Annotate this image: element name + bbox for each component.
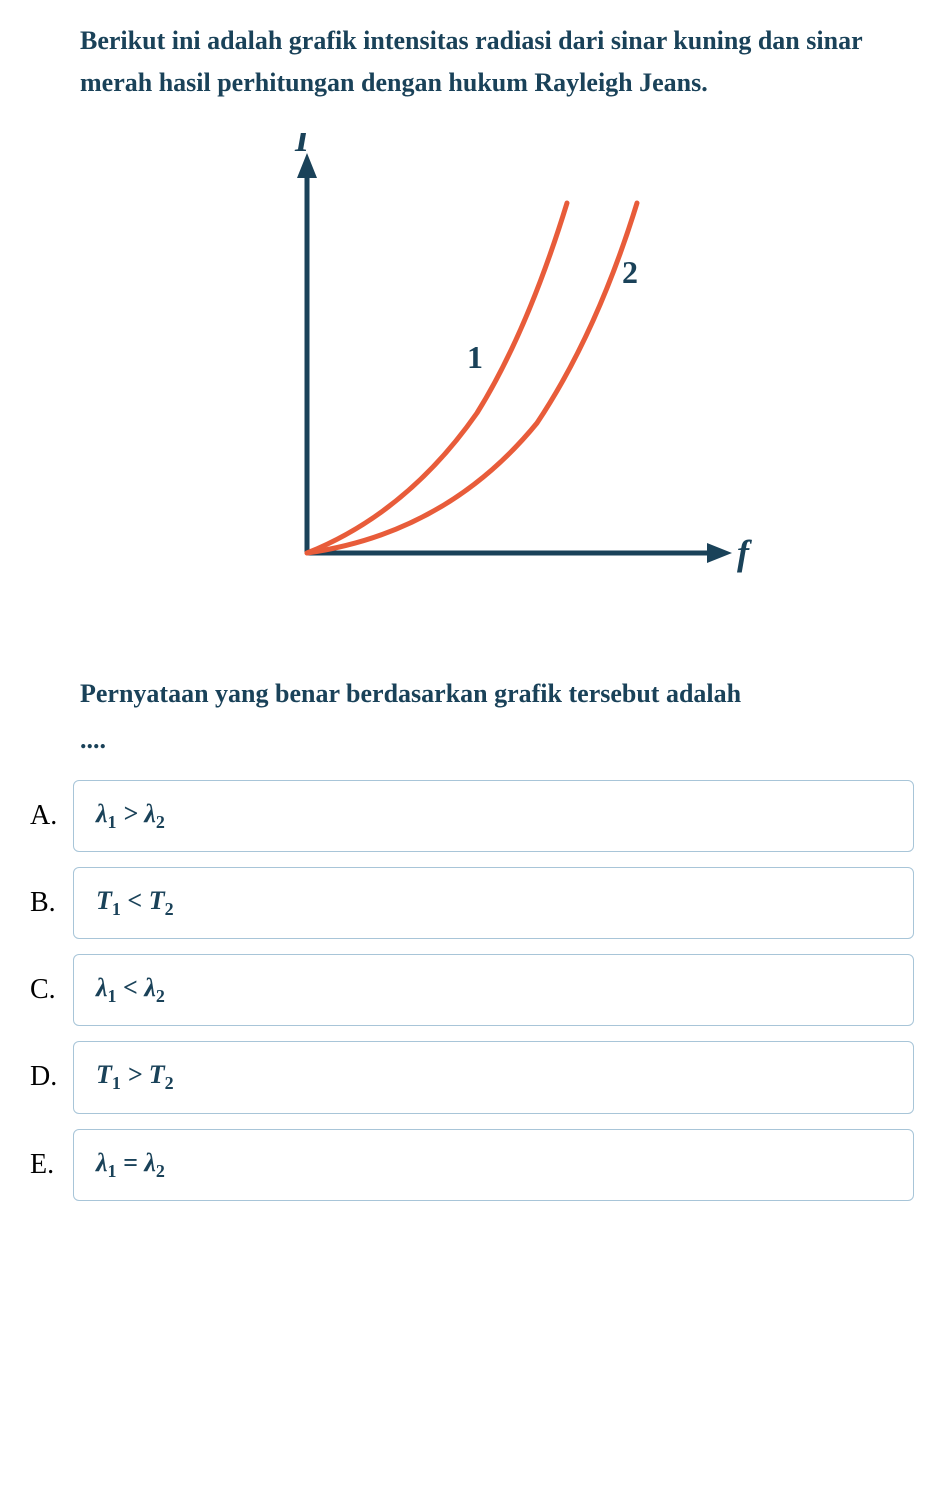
option-d-box[interactable]: T1 > T2 [73,1041,914,1113]
curve-1 [307,203,567,553]
option-b-box[interactable]: T1 < T2 [73,867,914,939]
x-axis-arrow [707,543,732,563]
curve-1-label: 1 [467,339,483,375]
option-e-row: E. λ1 = λ2 [30,1129,914,1201]
option-c-letter: C. [30,974,65,1006]
option-b-content: T1 < T2 [96,886,174,915]
option-a-content: λ1 > λ2 [96,799,165,828]
option-a-row: A. λ1 > λ2 [30,780,914,852]
x-axis-label: f [737,533,752,573]
question-text: Berikut ini adalah grafik intensitas rad… [30,20,914,103]
option-c-box[interactable]: λ1 < λ2 [73,954,914,1026]
option-a-letter: A. [30,800,65,832]
option-d-content: T1 > T2 [96,1060,174,1089]
curve-2-label: 2 [622,254,638,290]
option-c-content: λ1 < λ2 [96,973,165,1002]
option-b-letter: B. [30,887,65,919]
y-axis-label: I [294,133,311,159]
option-e-content: λ1 = λ2 [96,1148,165,1177]
chart-container: I f 1 2 [30,133,914,633]
option-c-row: C. λ1 < λ2 [30,954,914,1026]
radiation-chart: I f 1 2 [227,133,767,633]
option-e-letter: E. [30,1149,65,1181]
options-container: A. λ1 > λ2 B. T1 < T2 C. λ1 < λ2 D. T1 >… [30,780,914,1201]
option-e-box[interactable]: λ1 = λ2 [73,1129,914,1201]
option-b-row: B. T1 < T2 [30,867,914,939]
statement-dots: .... [30,725,914,755]
option-a-box[interactable]: λ1 > λ2 [73,780,914,852]
curve-2 [307,203,637,553]
statement-text: Pernyataan yang benar berdasarkan grafik… [30,673,914,715]
option-d-row: D. T1 > T2 [30,1041,914,1113]
option-d-letter: D. [30,1061,65,1093]
